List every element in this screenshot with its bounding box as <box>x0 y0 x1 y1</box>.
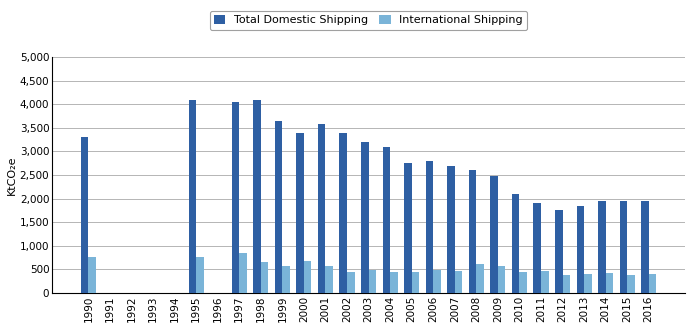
Legend: Total Domestic Shipping, International Shipping: Total Domestic Shipping, International S… <box>210 11 527 30</box>
Bar <box>232 102 239 293</box>
Bar <box>383 147 390 293</box>
Bar <box>426 161 433 293</box>
Bar <box>197 257 203 293</box>
Bar <box>81 137 89 293</box>
Bar <box>512 194 520 293</box>
Bar <box>361 142 369 293</box>
Bar <box>576 206 584 293</box>
Y-axis label: KtCO₂e: KtCO₂e <box>7 155 17 195</box>
Bar <box>598 201 606 293</box>
Bar <box>584 274 592 293</box>
Bar <box>476 264 484 293</box>
Bar <box>261 262 268 293</box>
Bar <box>304 261 311 293</box>
Bar <box>627 275 635 293</box>
Bar <box>282 266 290 293</box>
Bar <box>412 272 419 293</box>
Bar <box>447 165 455 293</box>
Bar <box>468 170 476 293</box>
Bar <box>433 270 441 293</box>
Bar <box>89 257 96 293</box>
Bar <box>404 163 412 293</box>
Bar <box>641 201 648 293</box>
Bar <box>498 266 505 293</box>
Bar <box>648 274 656 293</box>
Bar <box>253 100 261 293</box>
Bar <box>347 271 354 293</box>
Bar <box>325 266 333 293</box>
Bar <box>318 124 325 293</box>
Bar <box>606 273 613 293</box>
Bar <box>189 100 197 293</box>
Bar <box>563 275 570 293</box>
Bar <box>390 271 398 293</box>
Bar <box>520 272 527 293</box>
Bar <box>534 203 541 293</box>
Bar <box>555 210 563 293</box>
Bar <box>275 121 282 293</box>
Bar <box>239 253 247 293</box>
Bar <box>340 134 347 293</box>
Bar <box>455 271 462 293</box>
Bar <box>619 201 627 293</box>
Bar <box>296 134 304 293</box>
Bar <box>369 270 376 293</box>
Bar <box>541 271 549 293</box>
Bar <box>491 176 498 293</box>
